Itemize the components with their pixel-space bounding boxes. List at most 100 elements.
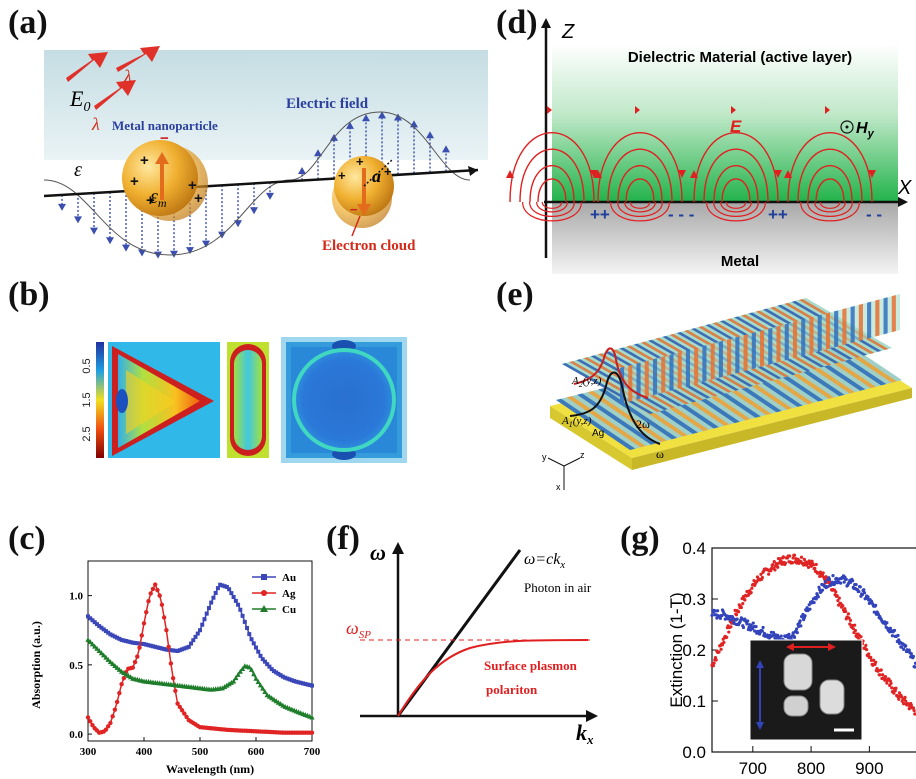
- scatter-point-0: [848, 622, 852, 626]
- point-Cu: [246, 664, 252, 670]
- scatter-point-0: [890, 686, 894, 690]
- scatter-point-0: [878, 673, 882, 677]
- point-Au: [301, 681, 306, 686]
- point-Au: [218, 582, 223, 587]
- a2-label: A2(y,z): [571, 375, 602, 389]
- point-Cu: [255, 679, 261, 685]
- point-Ag: [103, 727, 109, 732]
- scatter-point-0: [759, 572, 763, 576]
- field-stripe: [735, 336, 740, 374]
- k-axis-label: kx: [576, 720, 594, 747]
- point-Au: [292, 679, 297, 684]
- scatter-point-0: [909, 703, 913, 707]
- panel-label-c: (c): [8, 520, 46, 557]
- scatter-point-1: [902, 647, 906, 651]
- point-Ag: [175, 701, 180, 706]
- e-field-loops: [506, 106, 876, 222]
- field-stripe: [743, 334, 748, 372]
- point-Ag: [170, 675, 176, 681]
- medium-region: [44, 50, 488, 160]
- scatter-point-0: [903, 695, 907, 699]
- colorbar-tick-2: 2.5: [81, 426, 93, 441]
- scatter-point-1: [749, 623, 753, 627]
- scatter-point-1: [825, 585, 830, 589]
- scatter-point-0: [773, 568, 777, 572]
- point-Cu: [101, 652, 107, 658]
- panel-label-a: (a): [8, 4, 48, 41]
- mode-profile-a1: [569, 371, 661, 445]
- scatter-point-0: [846, 612, 850, 616]
- point-Au: [249, 637, 254, 642]
- panel-label-d: (d): [496, 4, 538, 41]
- scatter-point-1: [866, 595, 870, 599]
- scatter-point-0: [836, 598, 840, 603]
- field-stripe: [677, 351, 682, 389]
- point-Au: [213, 590, 218, 595]
- scatter-point-1: [753, 629, 757, 633]
- scatter-point-0: [776, 565, 780, 569]
- scatter-point-1: [907, 648, 911, 652]
- point-Ag: [117, 690, 122, 696]
- point-Au: [155, 645, 160, 650]
- dielectric-region: [552, 44, 898, 202]
- point-Cu: [237, 668, 243, 674]
- field-stripe: [710, 342, 715, 381]
- point-Au: [220, 583, 225, 588]
- field-stripe: [792, 321, 798, 359]
- y-tick-label: 0.1: [682, 692, 706, 711]
- point-Ag: [90, 723, 95, 728]
- field-stripe: [669, 353, 674, 391]
- y-tick-label: 0.4: [682, 539, 706, 558]
- point-Au: [110, 633, 115, 638]
- scatter-point-0: [859, 635, 863, 639]
- point-Au: [191, 638, 196, 643]
- scatter-point-0: [729, 625, 733, 629]
- point-Cu: [87, 639, 93, 645]
- point-Ag: [141, 621, 147, 626]
- point-Cu: [105, 656, 111, 662]
- point-Au: [135, 641, 140, 646]
- point-Au: [117, 636, 122, 641]
- scatter-point-1: [814, 597, 818, 601]
- scatter-point-0: [717, 650, 721, 654]
- point-Au: [236, 602, 241, 607]
- point-Au: [238, 607, 243, 612]
- scatter-point-0: [853, 628, 857, 633]
- point-Au: [157, 645, 162, 650]
- point-Au: [283, 675, 288, 680]
- y-tick-label: 1.0: [69, 591, 83, 603]
- scatter-point-0: [810, 559, 814, 563]
- panel-b-figure: 0.5 1.5 2.5: [81, 337, 407, 463]
- point-Cu: [222, 684, 228, 689]
- epsilon-m-label: εm: [150, 186, 167, 210]
- svg-text:+: +: [384, 164, 392, 179]
- field-stripe: [784, 323, 789, 361]
- point-Ag: [146, 598, 151, 604]
- photon-label: Photon in air: [524, 580, 592, 595]
- field-stripe: [875, 299, 880, 337]
- scatter-point-0: [834, 590, 838, 594]
- scatter-point-0: [848, 618, 853, 623]
- scatter-point-1: [745, 622, 749, 626]
- scatter-point-0: [824, 575, 828, 579]
- point-Ag: [164, 628, 169, 633]
- field-stripe: [598, 388, 678, 440]
- e-field-loop: [703, 148, 769, 203]
- scatter-point-1: [817, 585, 821, 589]
- point-Au: [280, 674, 285, 679]
- e-field-loop: [597, 132, 683, 203]
- metal-nanoparticle-label: Metal nanoparticle: [112, 118, 218, 133]
- point-Au: [278, 673, 283, 678]
- point-Ag: [132, 659, 138, 665]
- point-Ag: [179, 708, 185, 713]
- field-stripe: [652, 358, 658, 396]
- point-Ag: [88, 719, 93, 724]
- e0-label: E0: [69, 86, 90, 115]
- point-Au: [139, 641, 144, 646]
- scatter-point-1: [823, 579, 827, 584]
- omega-label: ω: [656, 447, 664, 461]
- scatter-point-1: [872, 610, 876, 614]
- panel-a: + + + + + − + + + − E0 λ λ Metal nanoparticle…: [0, 0, 490, 275]
- e-field-loop: [617, 165, 663, 203]
- spp-dispersion: [397, 639, 589, 717]
